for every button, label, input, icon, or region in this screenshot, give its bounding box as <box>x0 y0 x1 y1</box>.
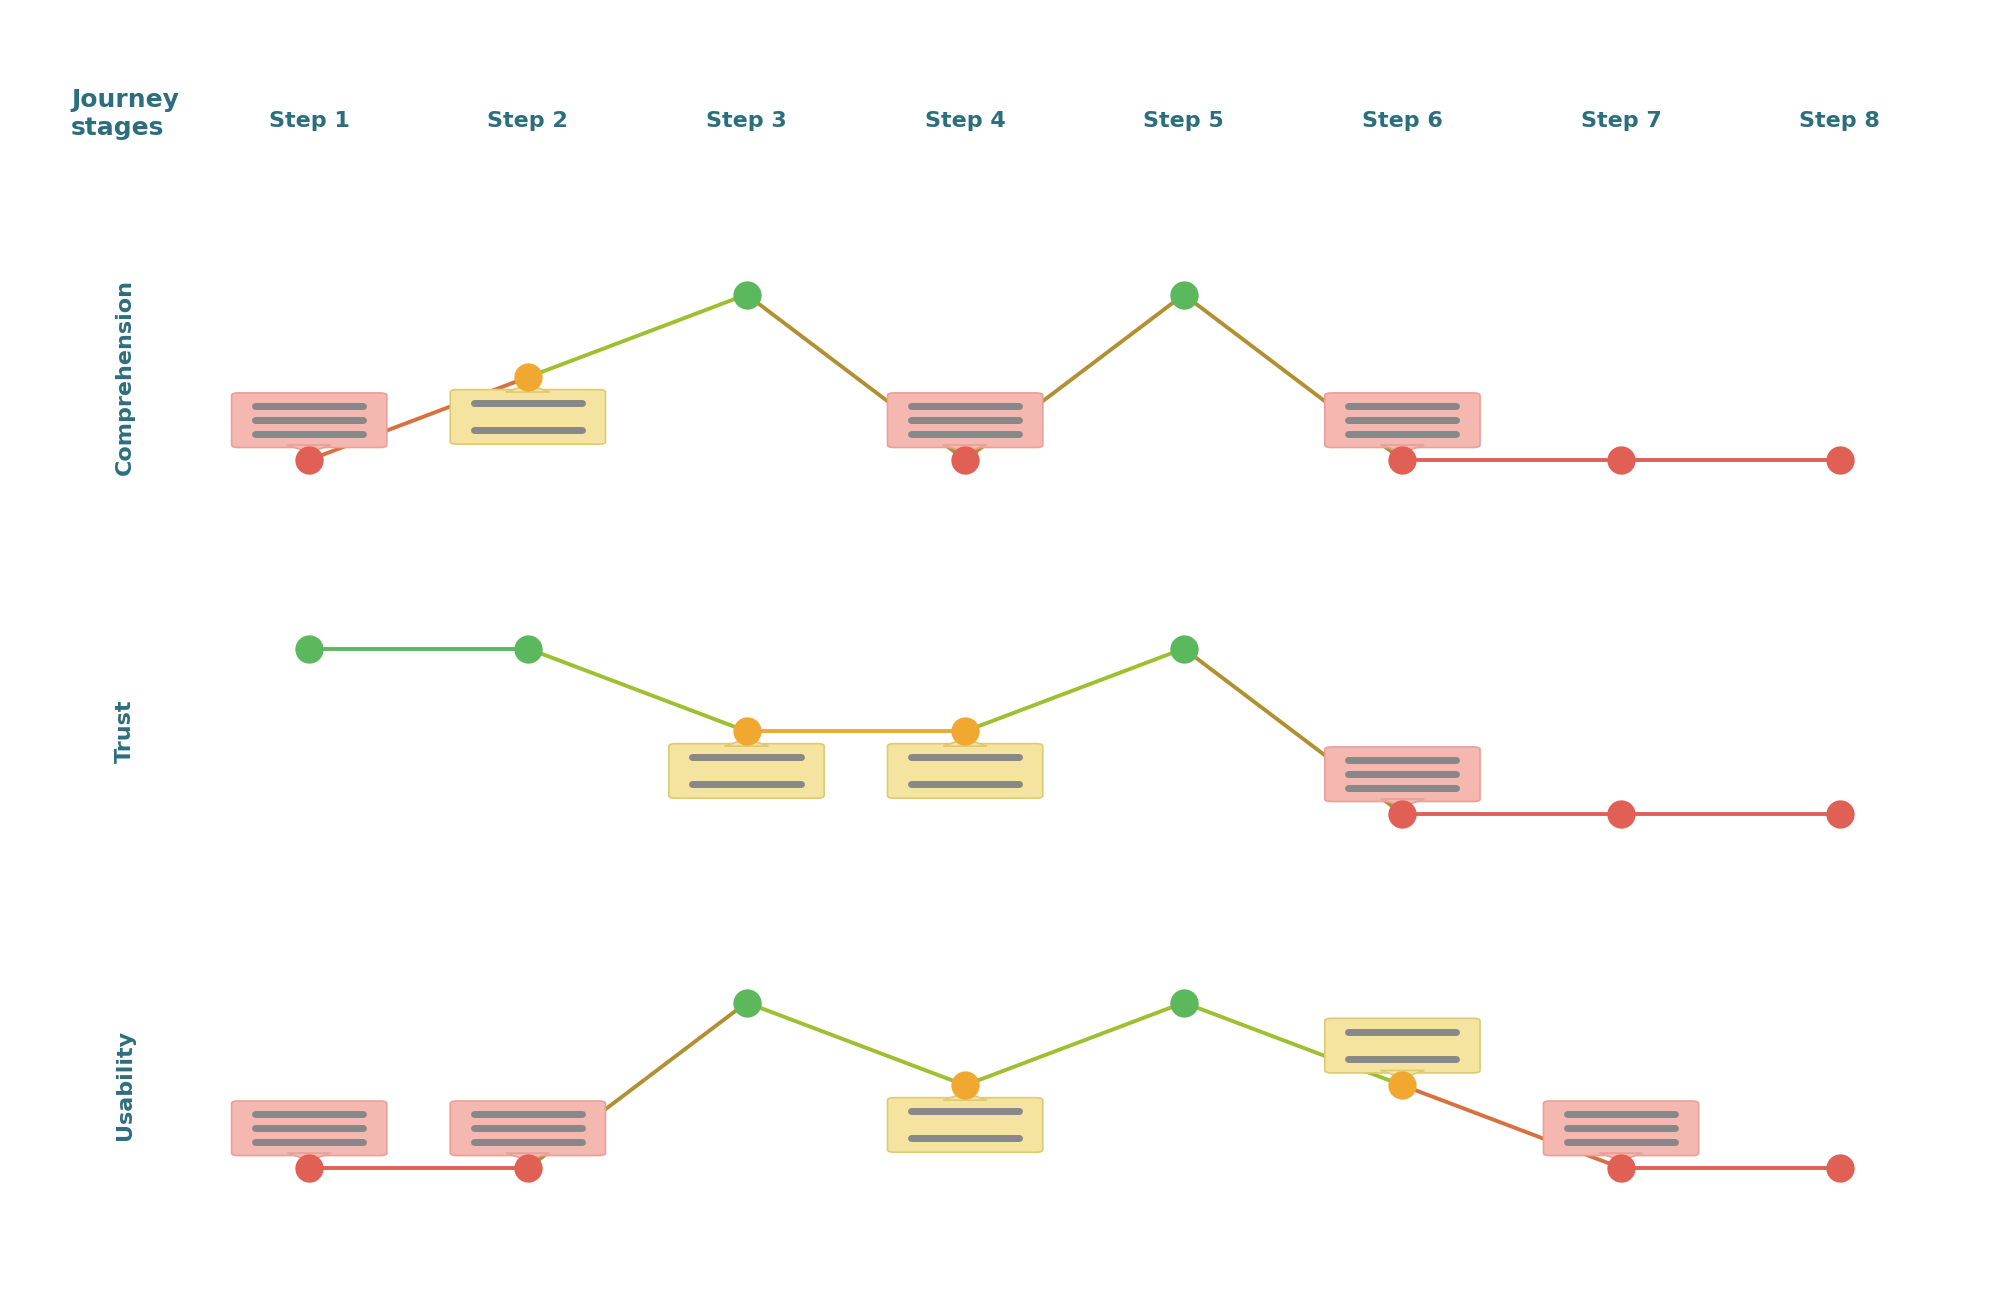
FancyBboxPatch shape <box>232 1101 388 1156</box>
Text: Step 3: Step 3 <box>705 112 787 131</box>
Text: Step 6: Step 6 <box>1361 112 1443 131</box>
Point <box>729 720 761 741</box>
FancyBboxPatch shape <box>1325 393 1479 447</box>
Polygon shape <box>1381 800 1423 806</box>
Point <box>1822 1157 1854 1178</box>
Point <box>949 450 981 471</box>
Polygon shape <box>943 1093 987 1100</box>
Point <box>1604 803 1636 824</box>
Point <box>949 720 981 741</box>
Point <box>511 367 543 387</box>
Text: Step 1: Step 1 <box>268 112 350 131</box>
Text: Usability: Usability <box>114 1030 136 1140</box>
Point <box>1604 1157 1636 1178</box>
Point <box>511 1157 543 1178</box>
FancyBboxPatch shape <box>887 1097 1043 1152</box>
Point <box>1387 450 1419 471</box>
Polygon shape <box>723 738 767 746</box>
Point <box>1604 450 1636 471</box>
FancyBboxPatch shape <box>887 744 1043 798</box>
Point <box>949 1075 981 1096</box>
Text: Step 2: Step 2 <box>488 112 567 131</box>
Point <box>1822 803 1854 824</box>
FancyBboxPatch shape <box>887 393 1043 447</box>
Point <box>511 638 543 659</box>
Polygon shape <box>943 445 987 452</box>
Text: Journey
stages: Journey stages <box>72 88 178 139</box>
Point <box>1167 992 1199 1013</box>
Polygon shape <box>1381 1070 1423 1078</box>
Point <box>1167 285 1199 306</box>
Point <box>294 450 326 471</box>
Polygon shape <box>943 738 987 746</box>
Point <box>294 638 326 659</box>
Text: Step 5: Step 5 <box>1143 112 1223 131</box>
Point <box>729 992 761 1013</box>
FancyBboxPatch shape <box>1542 1101 1698 1156</box>
Point <box>1387 803 1419 824</box>
Point <box>1822 450 1854 471</box>
Text: Step 7: Step 7 <box>1580 112 1660 131</box>
FancyBboxPatch shape <box>669 744 823 798</box>
Polygon shape <box>1598 1153 1642 1161</box>
FancyBboxPatch shape <box>1325 1018 1479 1072</box>
Polygon shape <box>505 1153 549 1161</box>
Text: Step 4: Step 4 <box>925 112 1005 131</box>
FancyBboxPatch shape <box>232 393 388 447</box>
Polygon shape <box>505 385 549 393</box>
Point <box>1387 1075 1419 1096</box>
FancyBboxPatch shape <box>450 1101 605 1156</box>
Polygon shape <box>288 1153 332 1161</box>
Point <box>1167 638 1199 659</box>
FancyBboxPatch shape <box>450 390 605 445</box>
Text: Step 8: Step 8 <box>1798 112 1880 131</box>
Point <box>294 1157 326 1178</box>
FancyBboxPatch shape <box>1325 747 1479 802</box>
Text: Comprehension: Comprehension <box>114 280 136 476</box>
Point <box>729 285 761 306</box>
Polygon shape <box>288 445 332 452</box>
Text: Trust: Trust <box>114 699 136 763</box>
Polygon shape <box>1381 445 1423 452</box>
